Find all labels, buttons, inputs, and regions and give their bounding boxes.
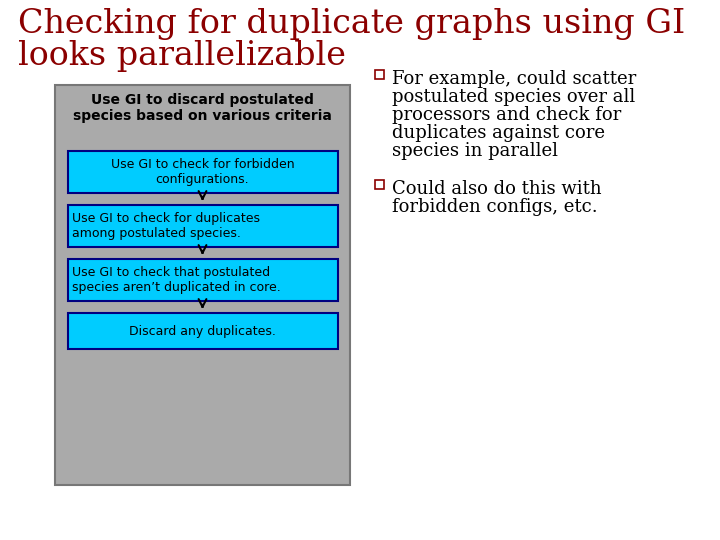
Bar xyxy=(375,180,384,189)
Text: duplicates against core: duplicates against core xyxy=(392,124,605,142)
Text: Use GI to check for duplicates
among postulated species.: Use GI to check for duplicates among pos… xyxy=(71,212,259,240)
FancyBboxPatch shape xyxy=(68,313,338,349)
Text: processors and check for: processors and check for xyxy=(392,106,621,124)
Text: Use GI to discard postulated
species based on various criteria: Use GI to discard postulated species bas… xyxy=(73,93,332,123)
FancyBboxPatch shape xyxy=(68,259,338,301)
FancyBboxPatch shape xyxy=(68,205,338,247)
Text: Could also do this with: Could also do this with xyxy=(392,180,602,198)
Text: For example, could scatter: For example, could scatter xyxy=(392,70,636,88)
Text: Discard any duplicates.: Discard any duplicates. xyxy=(129,325,276,338)
FancyBboxPatch shape xyxy=(68,151,338,193)
Text: Use GI to check that postulated
species aren’t duplicated in core.: Use GI to check that postulated species … xyxy=(71,266,280,294)
Text: Use GI to check for forbidden
configurations.: Use GI to check for forbidden configurat… xyxy=(111,158,294,186)
Text: looks parallelizable: looks parallelizable xyxy=(18,40,346,72)
Text: species in parallel: species in parallel xyxy=(392,142,558,160)
Text: postulated species over all: postulated species over all xyxy=(392,88,635,106)
FancyBboxPatch shape xyxy=(55,85,350,485)
Text: Checking for duplicate graphs using GI: Checking for duplicate graphs using GI xyxy=(18,8,685,40)
Text: forbidden configs, etc.: forbidden configs, etc. xyxy=(392,198,598,216)
Bar xyxy=(375,70,384,79)
